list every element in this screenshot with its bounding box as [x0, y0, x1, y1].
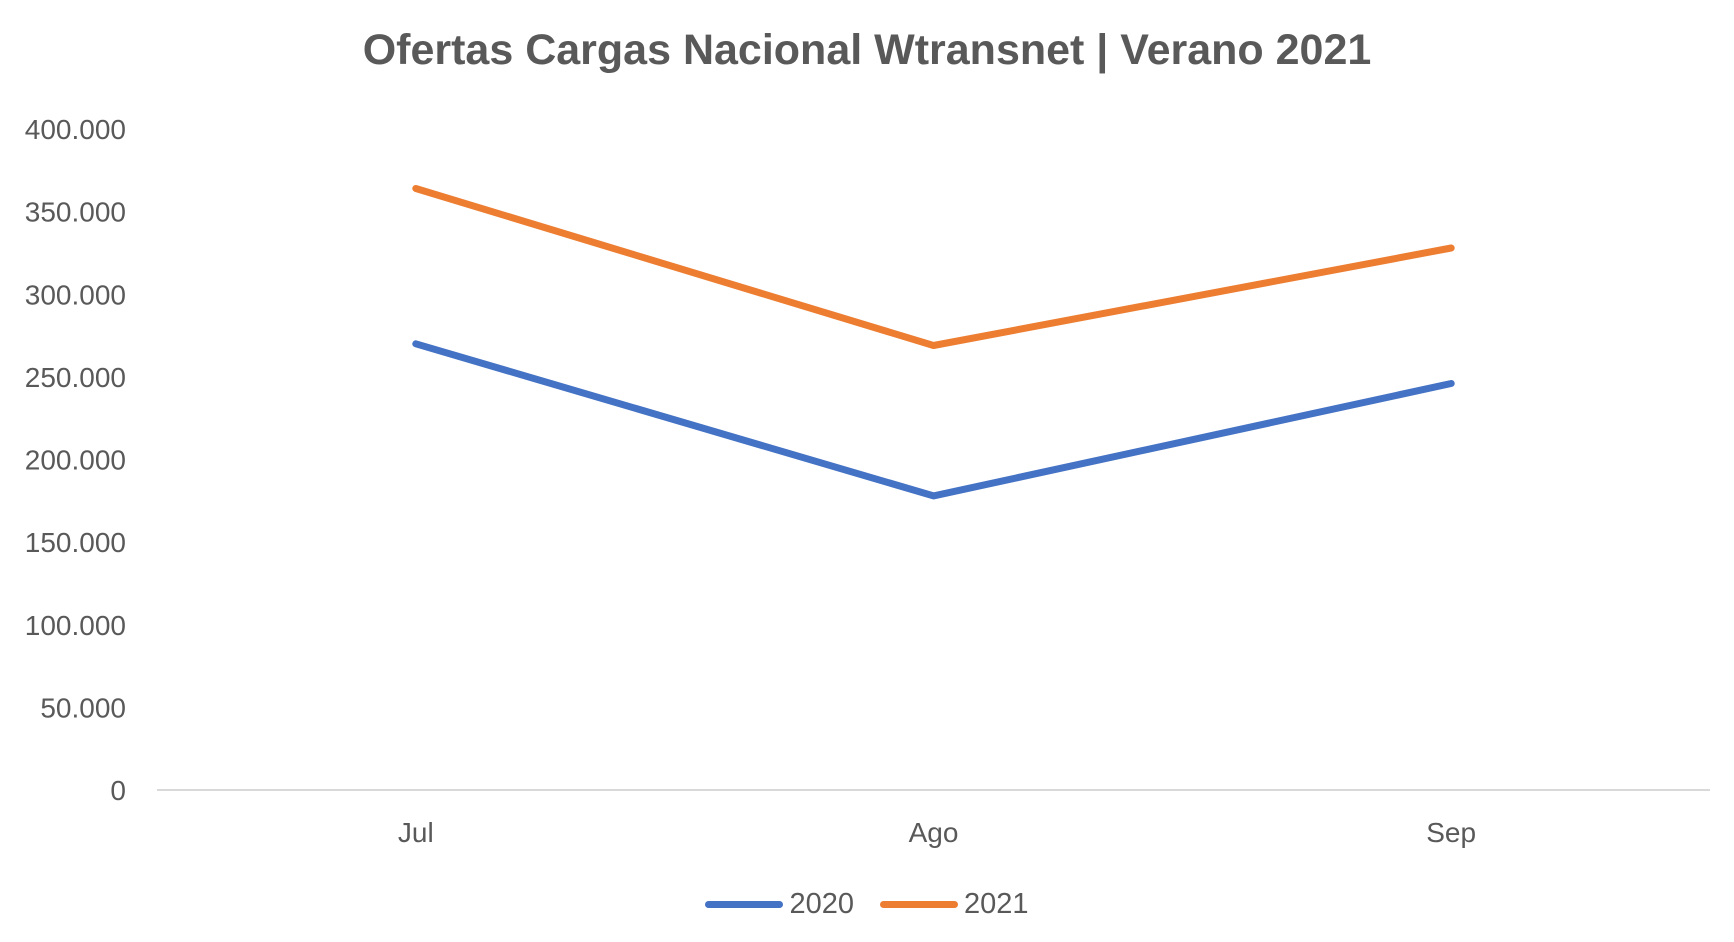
- series-line-2021: [412, 185, 1455, 349]
- y-tick-label: 50.000: [40, 692, 126, 723]
- y-tick-label: 250.000: [25, 362, 126, 393]
- x-tick-label: Ago: [909, 817, 959, 848]
- legend-label: 2021: [964, 888, 1029, 920]
- x-tick-label: Sep: [1426, 817, 1476, 848]
- legend: 2020 2021: [0, 888, 1734, 921]
- series-lines: [412, 185, 1455, 500]
- y-tick-label: 300.000: [25, 279, 126, 310]
- legend-item-2021: 2021: [880, 888, 1029, 921]
- y-tick-label: 200.000: [25, 445, 126, 476]
- y-axis-labels: 0 50.000 100.000 150.000 200.000 250.000 300.0…: [25, 114, 126, 806]
- chart-title: Ofertas Cargas Nacional Wtransnet | Vera…: [362, 26, 1372, 74]
- y-tick-label: 0: [110, 775, 126, 806]
- y-tick-label: 100.000: [25, 610, 126, 641]
- x-tick-label: Jul: [398, 817, 434, 848]
- legend-swatch: [705, 901, 784, 908]
- series-line-2020: [412, 340, 1455, 500]
- legend-swatch: [880, 901, 958, 908]
- legend-label: 2020: [789, 888, 854, 920]
- legend-item-2020: 2020: [705, 888, 854, 921]
- y-tick-label: 350.000: [25, 197, 126, 228]
- y-tick-label: 150.000: [25, 527, 126, 558]
- y-tick-label: 400.000: [25, 114, 126, 145]
- x-axis-labels: Jul Ago Sep: [398, 817, 1476, 848]
